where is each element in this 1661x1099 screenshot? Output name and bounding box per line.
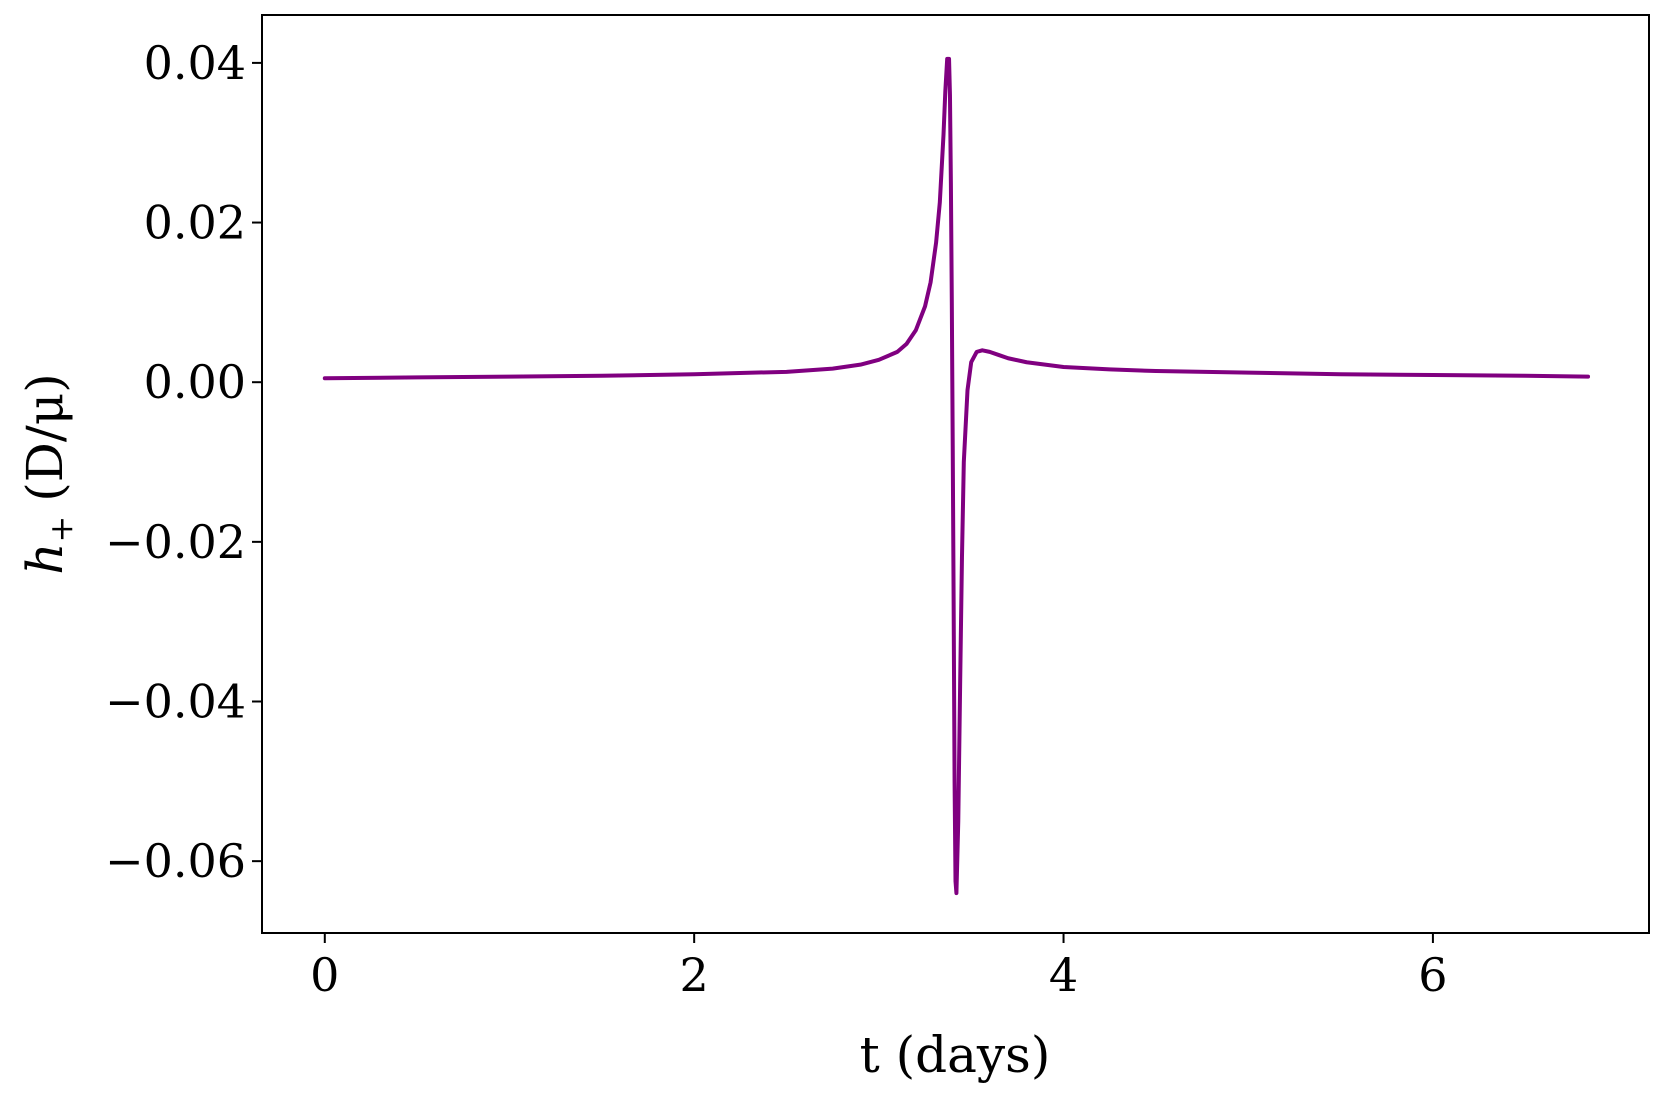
y-tick-label: 0.00 xyxy=(144,355,246,409)
y-axis-units: (D/μ) xyxy=(16,373,74,501)
y-axis: 0.04 0.02 0.00 −0.02 −0.04 −0.06 xyxy=(105,36,262,888)
series-line-0 xyxy=(322,56,1591,896)
x-tick-label: 2 xyxy=(680,948,709,1002)
x-tick-label: 6 xyxy=(1418,948,1447,1002)
y-tick-label: 0.02 xyxy=(144,196,246,250)
plot-frame xyxy=(261,14,1650,934)
y-axis-symbol: h xyxy=(16,543,74,575)
y-tick-label: 0.04 xyxy=(144,36,246,90)
y-tick-label: −0.06 xyxy=(105,834,246,888)
x-axis-label: t (days) xyxy=(860,1026,1051,1084)
y-axis-subscript: + xyxy=(42,516,80,543)
x-tick-label: 0 xyxy=(310,948,339,1002)
y-axis-label: h+ (D/μ) xyxy=(16,373,80,574)
y-tick-label: −0.02 xyxy=(105,515,246,569)
x-axis: 0 2 4 6 xyxy=(310,933,1448,1002)
x-tick-label: 4 xyxy=(1049,948,1078,1002)
y-tick-label: −0.04 xyxy=(105,675,246,729)
series-layer xyxy=(322,56,1591,896)
